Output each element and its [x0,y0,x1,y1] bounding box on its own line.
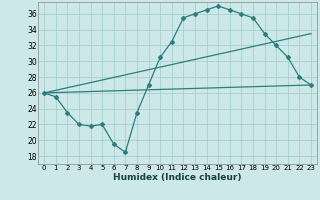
X-axis label: Humidex (Indice chaleur): Humidex (Indice chaleur) [113,173,242,182]
